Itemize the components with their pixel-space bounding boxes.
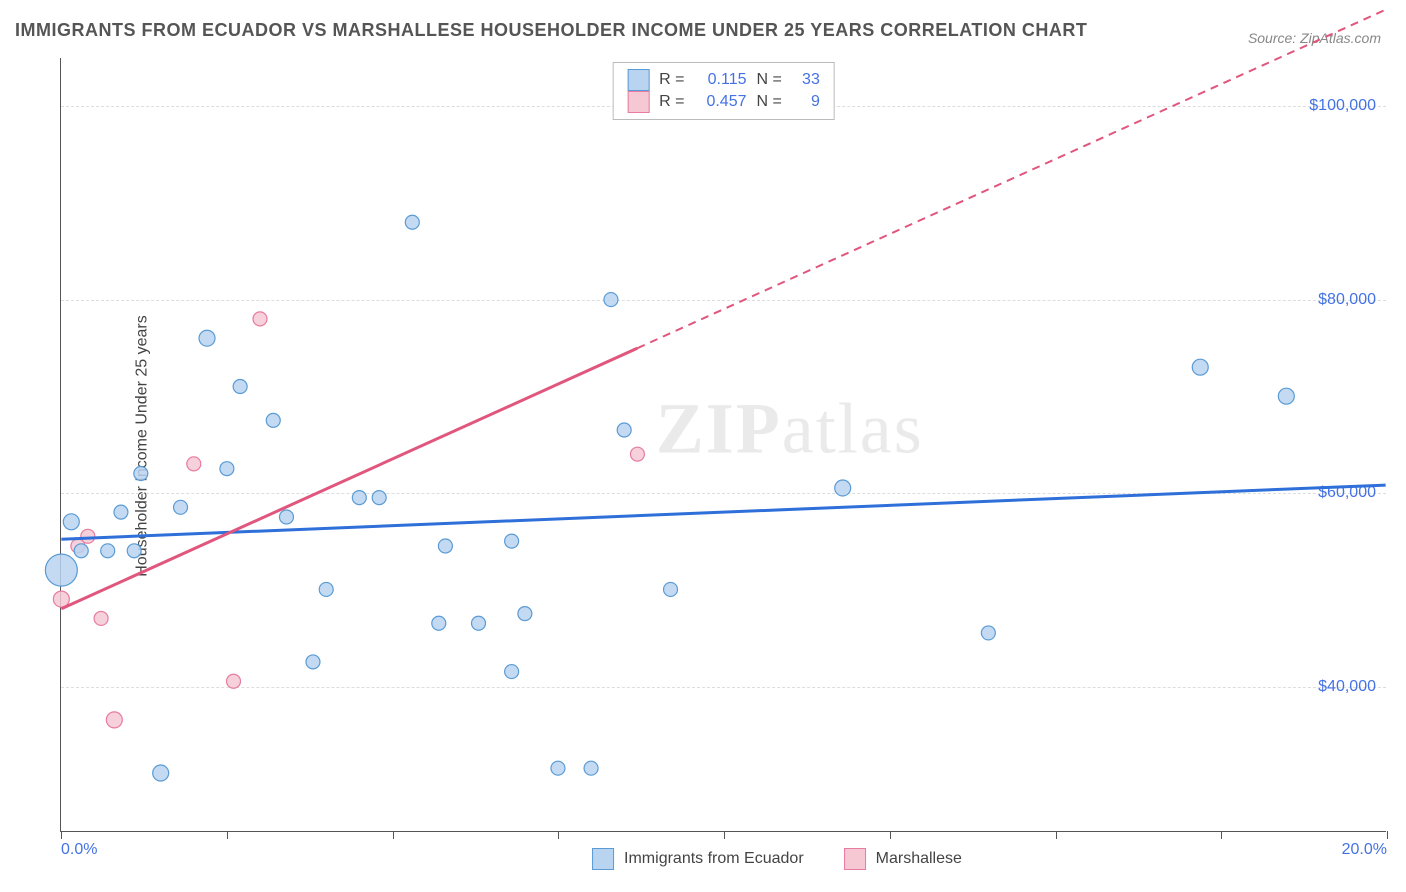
- data-point: [114, 505, 128, 519]
- n-label: N =: [757, 93, 782, 111]
- xtick: [393, 831, 394, 839]
- data-point: [604, 293, 618, 307]
- data-point: [1278, 388, 1294, 404]
- scatter-plot: [61, 58, 1386, 831]
- swatch-0-icon: [627, 69, 649, 91]
- legend-item-1: Marshallese: [844, 848, 962, 870]
- xtick: [724, 831, 725, 839]
- data-point: [306, 655, 320, 669]
- data-point: [134, 466, 148, 480]
- xtick: [890, 831, 891, 839]
- data-point: [106, 712, 122, 728]
- swatch-1-icon: [627, 91, 649, 113]
- data-point: [617, 423, 631, 437]
- data-point: [45, 554, 77, 586]
- data-point: [199, 330, 215, 346]
- legend-label-0: Immigrants from Ecuador: [624, 850, 804, 868]
- data-point: [505, 665, 519, 679]
- data-point: [81, 529, 95, 543]
- data-point: [266, 413, 280, 427]
- data-point: [233, 380, 247, 394]
- data-point: [1192, 359, 1208, 375]
- data-point: [227, 674, 241, 688]
- data-point: [101, 544, 115, 558]
- data-point: [127, 544, 141, 558]
- xtick-label: 20.0%: [1342, 841, 1387, 859]
- xtick: [227, 831, 228, 839]
- trend-line-1-dashed: [637, 10, 1385, 348]
- chart-title: IMMIGRANTS FROM ECUADOR VS MARSHALLESE H…: [15, 20, 1087, 41]
- data-point: [187, 457, 201, 471]
- source-label: Source: ZipAtlas.com: [1248, 30, 1381, 46]
- data-point: [518, 607, 532, 621]
- data-point: [438, 539, 452, 553]
- data-point: [432, 616, 446, 630]
- data-point: [405, 215, 419, 229]
- n-label: N =: [757, 71, 782, 89]
- trend-line-0: [61, 485, 1385, 539]
- data-point: [551, 761, 565, 775]
- r-value-0: 0.115: [695, 71, 747, 89]
- data-point: [664, 582, 678, 596]
- data-point: [153, 765, 169, 781]
- xtick: [1387, 831, 1388, 839]
- legend-swatch-0-icon: [592, 848, 614, 870]
- data-point: [319, 582, 333, 596]
- xtick: [1056, 831, 1057, 839]
- legend-label-1: Marshallese: [876, 850, 962, 868]
- data-point: [472, 616, 486, 630]
- data-point: [174, 500, 188, 514]
- xtick: [558, 831, 559, 839]
- r-legend-row-1: R = 0.457 N = 9: [627, 91, 820, 113]
- xtick: [61, 831, 62, 839]
- r-label: R =: [659, 93, 684, 111]
- data-point: [63, 514, 79, 530]
- data-point: [253, 312, 267, 326]
- r-value-1: 0.457: [695, 93, 747, 111]
- legend-swatch-1-icon: [844, 848, 866, 870]
- trend-line-1-solid: [61, 348, 637, 609]
- data-point: [279, 510, 293, 524]
- data-point: [584, 761, 598, 775]
- n-value-1: 9: [792, 93, 820, 111]
- r-legend-box: R = 0.115 N = 33 R = 0.457 N = 9: [612, 62, 835, 120]
- data-point: [74, 544, 88, 558]
- r-legend-row-0: R = 0.115 N = 33: [627, 69, 820, 91]
- data-point: [505, 534, 519, 548]
- data-point: [981, 626, 995, 640]
- n-value-0: 33: [792, 71, 820, 89]
- r-label: R =: [659, 71, 684, 89]
- legend-item-0: Immigrants from Ecuador: [592, 848, 804, 870]
- data-point: [630, 447, 644, 461]
- bottom-legend: Immigrants from Ecuador Marshallese: [592, 848, 962, 870]
- data-point: [835, 480, 851, 496]
- data-point: [372, 491, 386, 505]
- data-point: [220, 462, 234, 476]
- chart-area: ZIPatlas $40,000$60,000$80,000$100,000 R…: [60, 58, 1386, 832]
- data-point: [94, 611, 108, 625]
- xtick: [1221, 831, 1222, 839]
- data-point: [352, 491, 366, 505]
- xtick-label: 0.0%: [61, 841, 97, 859]
